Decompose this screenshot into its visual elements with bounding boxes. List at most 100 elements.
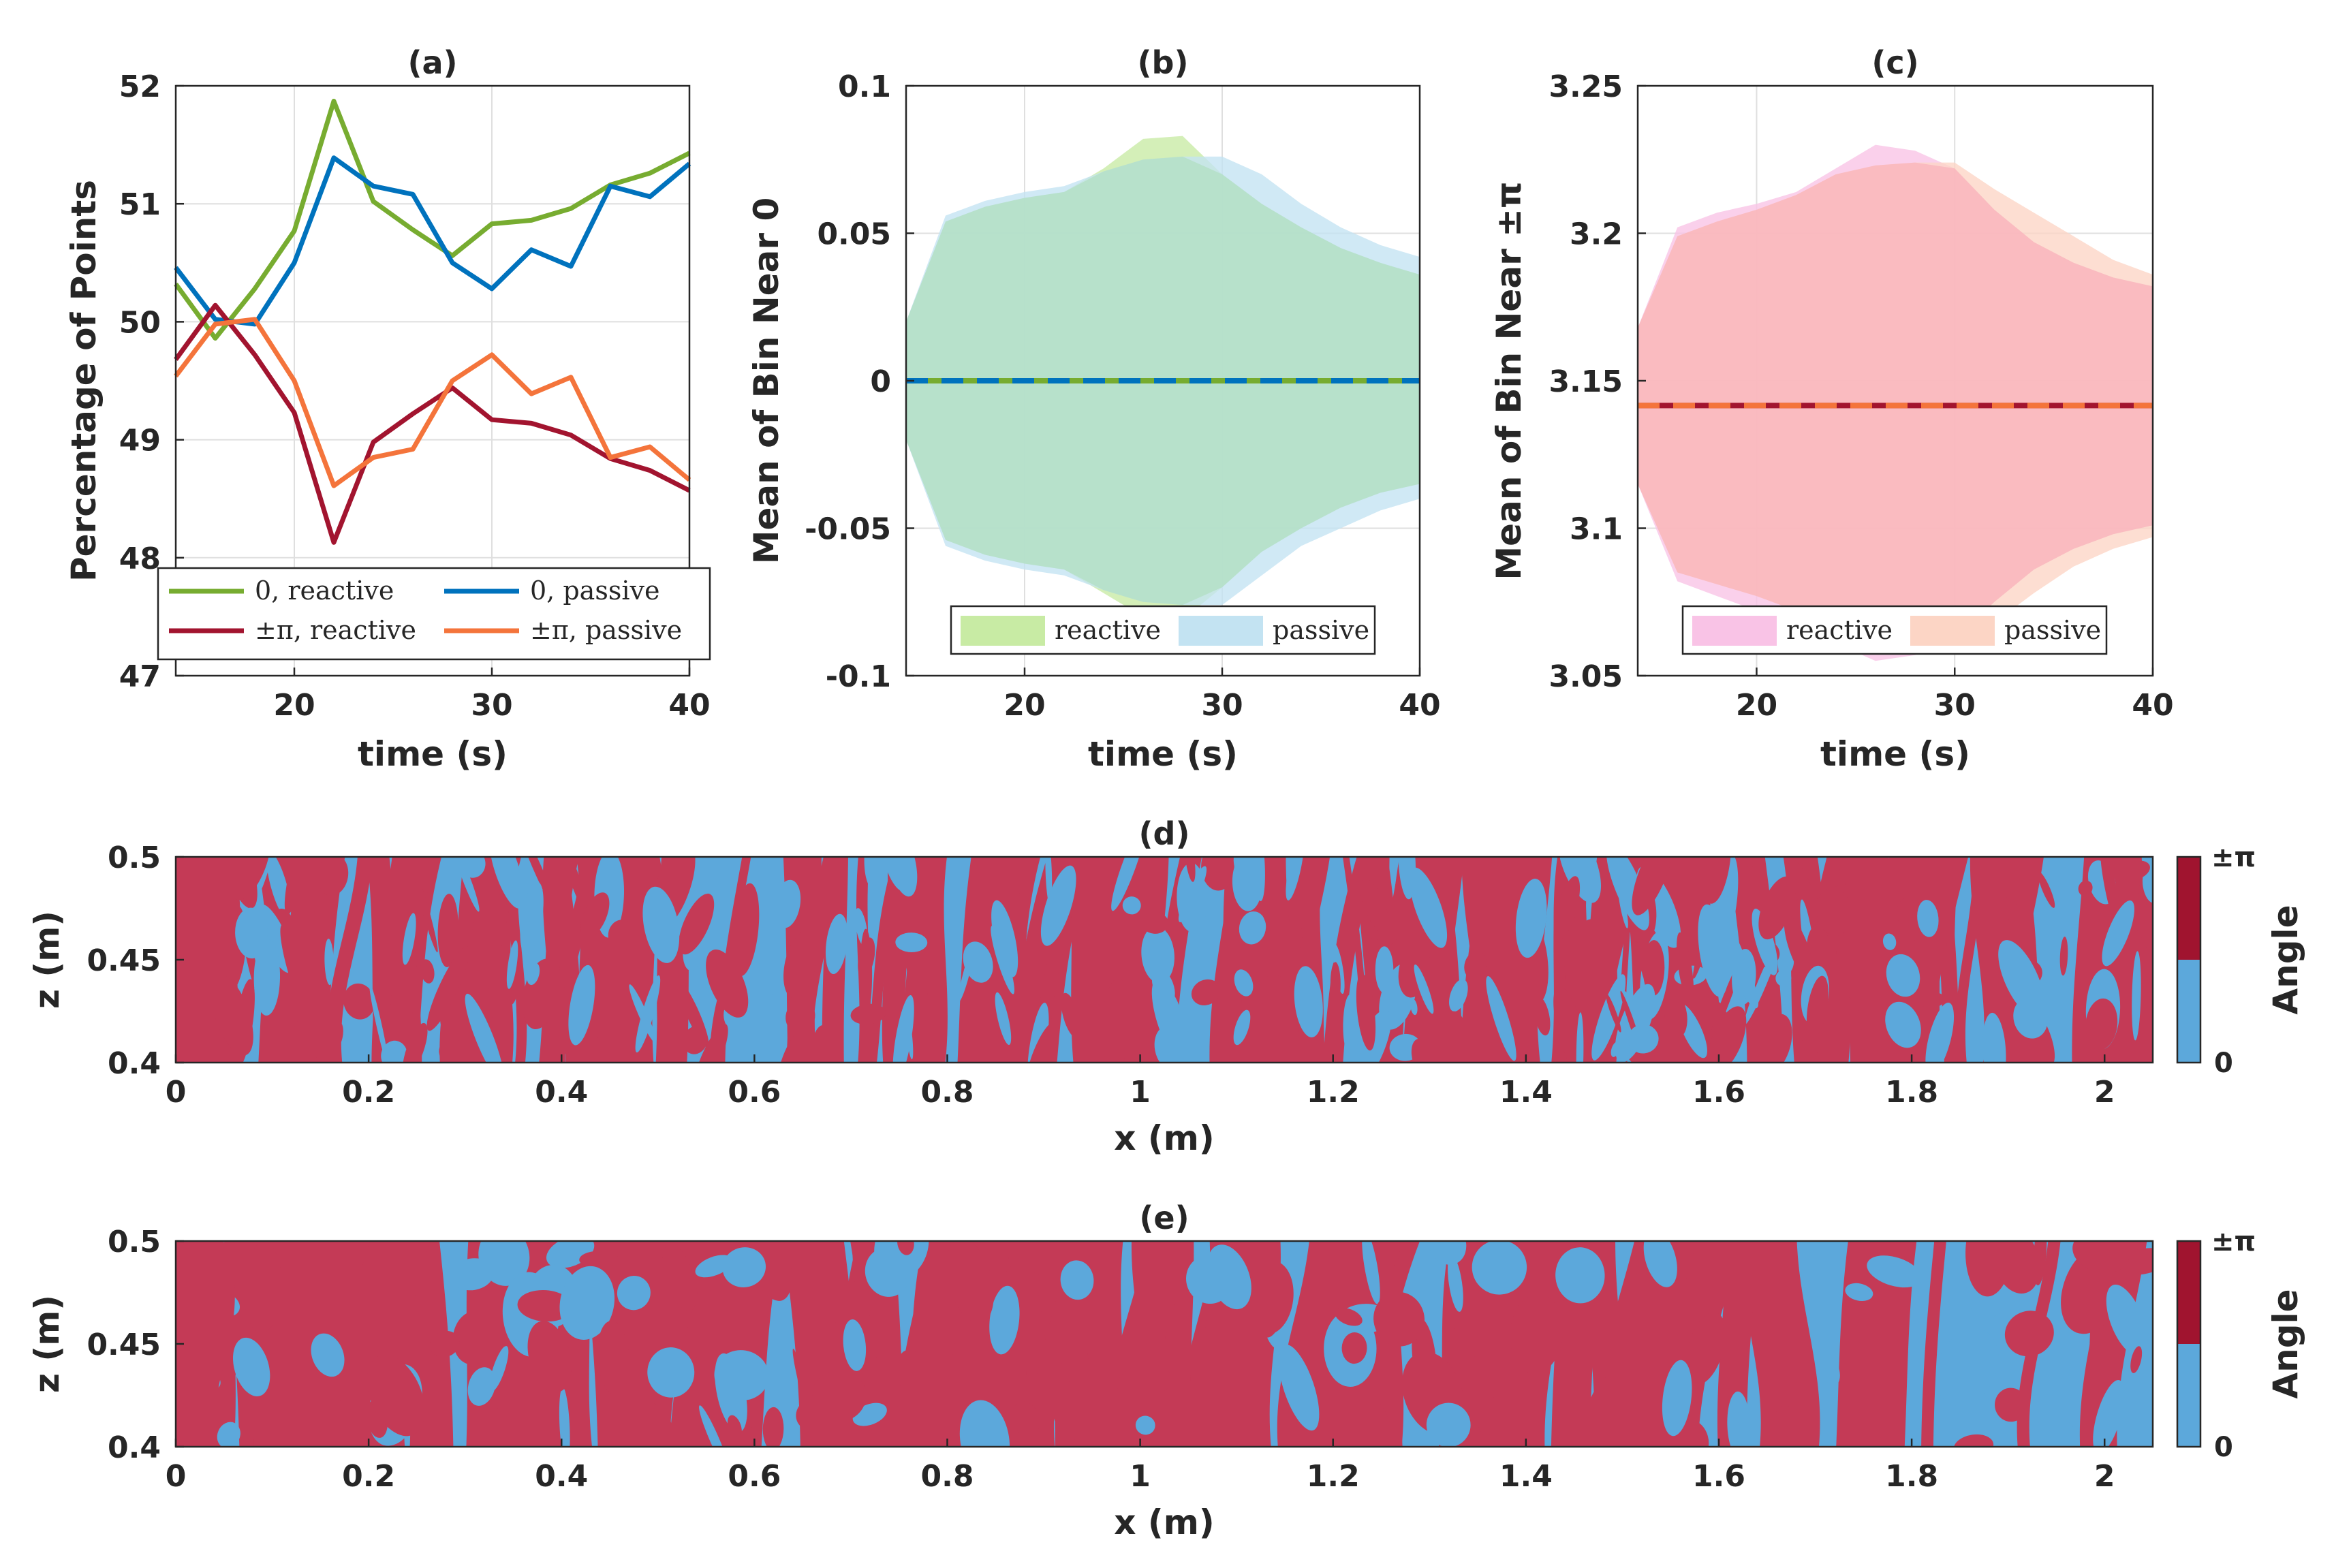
structure-edge — [176, 857, 235, 1063]
legend-swatch — [1910, 616, 1995, 646]
structure-blob — [1122, 896, 1141, 915]
structure-blob — [1727, 1391, 1750, 1447]
structure-blob — [843, 1319, 867, 1371]
structure-blob — [525, 1399, 570, 1447]
x-tick-label: 1.4 — [1499, 1075, 1553, 1110]
colorbar-low — [2177, 1344, 2200, 1447]
y-tick-label: -0.05 — [805, 512, 891, 547]
colorbar-tick-label: 0 — [2214, 1048, 2233, 1079]
structure-blob — [580, 892, 610, 939]
structure-near-pi — [1717, 1241, 1756, 1447]
structure-blob — [1737, 866, 1760, 919]
structure-blob — [420, 959, 435, 984]
y-tick-label: 47 — [119, 659, 161, 694]
y-tick-label: 48 — [119, 542, 161, 576]
structure-blob — [1376, 1402, 1397, 1447]
y-axis-label: Percentage of Points — [64, 180, 104, 582]
y-tick-label: 0.05 — [817, 217, 891, 252]
colorbar-high — [2177, 1241, 2200, 1344]
structure-blob — [699, 1405, 730, 1447]
structure-blob — [635, 975, 661, 1053]
structure-blob — [773, 879, 801, 928]
x-tick-label: 1 — [1130, 1459, 1151, 1494]
legend-swatch — [961, 616, 1045, 646]
structure-blob — [1341, 1332, 1367, 1364]
series-line-0 — [174, 99, 691, 341]
structure-blob — [715, 1353, 747, 1432]
structure-blob — [1409, 867, 1448, 948]
structure-blob — [2119, 860, 2150, 881]
structure-blob — [2013, 997, 2048, 1039]
structure-blob — [1294, 966, 1323, 1037]
structure-near-pi — [1010, 857, 1033, 1063]
x-tick-label: 0.6 — [728, 1075, 781, 1110]
structure-blob — [481, 949, 497, 990]
structure-blob — [453, 857, 480, 912]
structure-blob — [617, 1276, 651, 1311]
structure-blob — [243, 1242, 282, 1333]
series-line-3 — [174, 317, 691, 488]
y-tick-label: 3.1 — [1570, 512, 1623, 547]
structure-blob — [1643, 1241, 1677, 1287]
structure-blob — [1639, 933, 1650, 982]
structure-blob — [727, 1415, 742, 1439]
structure-blob — [1998, 857, 2034, 905]
structure-blob — [2066, 1422, 2076, 1440]
x-tick-label: 0.2 — [342, 1075, 395, 1110]
structure-blob — [1982, 1012, 2006, 1063]
x-tick-label: 1.8 — [1885, 1459, 1938, 1494]
structure-blob — [1867, 1255, 1922, 1288]
structure-blob — [281, 975, 296, 1040]
panel-title: (d) — [1139, 815, 1190, 852]
structure-blob — [1752, 909, 1778, 975]
structure-blob — [579, 1251, 619, 1268]
structure-blob — [1846, 997, 1863, 1031]
x-axis-label: x (m) — [1114, 1503, 1214, 1542]
structure-blob — [683, 1026, 708, 1054]
y-tick-label: 0.4 — [108, 1046, 161, 1081]
y-tick-label: 0.5 — [108, 1225, 161, 1259]
structure-blob — [1140, 911, 1169, 934]
structure-blob — [343, 983, 375, 1020]
structure-blob — [1141, 926, 1174, 984]
structure-blob — [809, 1024, 836, 1063]
structure-blob — [897, 1241, 914, 1255]
structure-blob — [519, 857, 556, 909]
legend-label: reactive — [1055, 615, 1161, 645]
x-tick-label: 20 — [273, 688, 315, 723]
colorbar-tick-label: ±π — [2211, 842, 2256, 873]
structure-blob — [2132, 951, 2141, 1041]
y-tick-label: 0.5 — [108, 841, 161, 875]
legend-swatch — [1692, 616, 1777, 646]
structure-blob — [1490, 1016, 1523, 1063]
structure-blob — [864, 857, 881, 889]
structure-blob — [1925, 1002, 1955, 1063]
x-tick-label: 0.6 — [728, 1459, 781, 1494]
structure-blob — [520, 881, 544, 954]
structure-blob — [1486, 976, 1516, 1061]
structure-blob — [1754, 1014, 1792, 1063]
y-axis-label: z (m) — [27, 911, 67, 1009]
structure-blob — [375, 896, 406, 960]
legend-label: 0, passive — [530, 576, 659, 606]
structure-blob — [280, 924, 307, 1007]
structure-blob — [1886, 954, 1920, 997]
panel-title: (a) — [407, 44, 457, 81]
panel-d: 0 0.2 0.4 0.6 0.8 1 1.2 1.4 1.6 1.8 2 0.4 0.45 0.5 (d)… — [27, 815, 2305, 1158]
structure-blob — [1717, 922, 1759, 1009]
structure-blob — [367, 1354, 425, 1437]
x-tick-label: 1 — [1130, 1075, 1151, 1110]
structure-blob — [1935, 1328, 1999, 1407]
colorbar-label: Angle — [2266, 905, 2305, 1014]
structure-blob — [402, 913, 416, 965]
structure-near-pi — [326, 857, 373, 1063]
structure-blob — [1578, 1376, 1615, 1447]
structure-blob — [1662, 1360, 1692, 1437]
structure-blob — [1606, 993, 1621, 1033]
structure-blob — [1677, 932, 1694, 1005]
colorbar-frame — [2176, 1240, 2202, 1448]
structure-blob — [679, 893, 715, 955]
structure-near-pi — [1857, 857, 1890, 1063]
structure-blob — [1239, 911, 1266, 945]
structure-blob — [1470, 1353, 1495, 1437]
